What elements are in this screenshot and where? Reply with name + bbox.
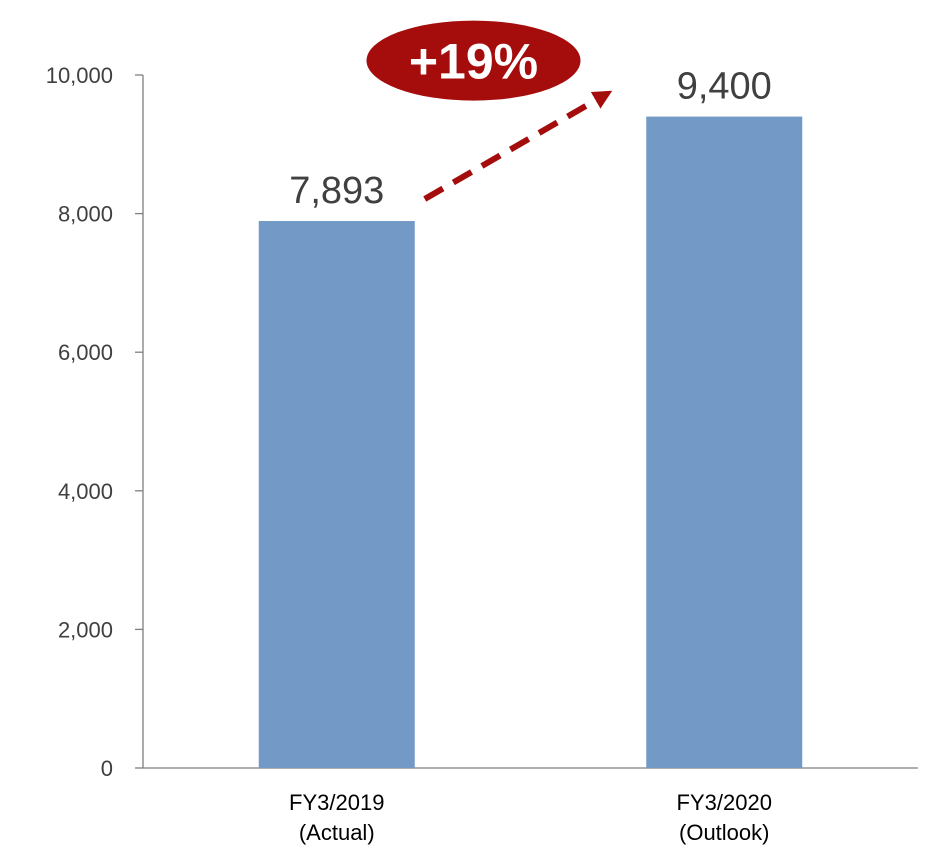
growth-annotation: +19% <box>366 20 613 202</box>
x-tick-label-line: (Actual) <box>299 820 375 845</box>
growth-badge-text: +19% <box>409 34 538 90</box>
data-label: 9,400 <box>677 66 772 108</box>
growth-arrow <box>423 90 613 202</box>
data-label: 7,893 <box>289 170 384 212</box>
bars <box>258 116 803 768</box>
y-tick-label: 4,000 <box>58 479 113 504</box>
y-axis: 0 2,000 4,000 6,000 8,000 10,000 <box>46 63 144 781</box>
growth-badge <box>366 20 581 101</box>
bar <box>258 221 415 768</box>
y-tick-label: 0 <box>101 756 113 781</box>
x-tick-label-line: (Outlook) <box>679 820 769 845</box>
x-tick-label-line: FY3/2020 <box>677 790 772 815</box>
data-labels: 7,893 9,400 <box>289 66 772 212</box>
x-tick-label: FY3/2020 (Outlook) <box>677 790 772 845</box>
x-tick-label: FY3/2019 (Actual) <box>289 790 384 845</box>
y-tick-label: 2,000 <box>58 617 113 642</box>
x-axis: FY3/2019 (Actual) FY3/2020 (Outlook) <box>143 767 918 845</box>
bar <box>646 116 803 768</box>
x-tick-label-line: FY3/2019 <box>289 790 384 815</box>
y-tick-label: 6,000 <box>58 340 113 365</box>
y-tick-label: 8,000 <box>58 202 113 227</box>
y-tick-label: 10,000 <box>46 63 113 88</box>
